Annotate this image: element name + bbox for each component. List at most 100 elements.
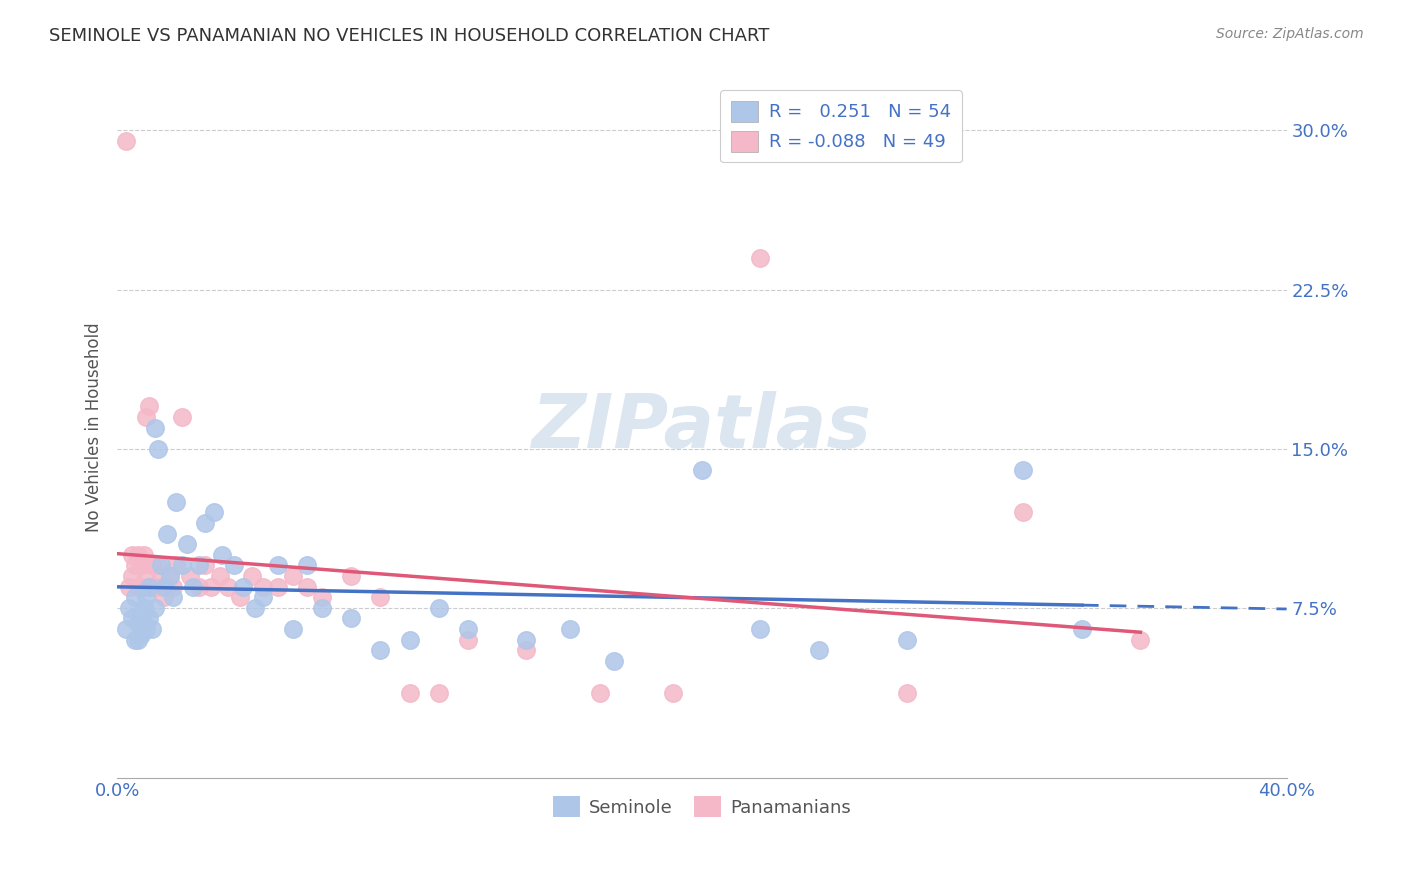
Point [661,686,683,700]
Point [153,591,176,605]
Point [603,654,626,668]
Point [146,442,169,456]
Point [252,580,274,594]
Point [156,526,179,541]
Point [159,569,181,583]
Point [232,580,254,594]
Point [129,607,152,622]
Point [141,622,163,636]
Point [135,622,157,636]
Point [340,569,363,583]
Point [115,134,138,148]
Point [132,615,155,630]
Point [138,399,160,413]
Point [165,558,187,573]
Point [427,686,450,700]
Point [135,569,157,583]
Point [127,548,149,562]
Point [170,409,193,424]
Point [457,632,479,647]
Point [162,591,184,605]
Point [129,628,152,642]
Point [807,643,830,657]
Point [202,505,225,519]
Point [224,558,246,573]
Point [515,643,537,657]
Point [368,643,391,657]
Point [560,622,582,636]
Point [281,569,304,583]
Point [240,569,263,583]
Point [398,686,420,700]
Point [135,409,157,424]
Point [243,600,266,615]
Point [896,686,918,700]
Point [427,600,450,615]
Point [129,558,152,573]
Point [252,591,274,605]
Point [121,611,143,625]
Point [127,580,149,594]
Point [121,569,143,583]
Point [217,580,239,594]
Point [159,569,181,583]
Legend: Seminole, Panamanians: Seminole, Panamanians [546,789,858,824]
Point [170,558,193,573]
Point [162,580,184,594]
Point [138,580,160,594]
Point [194,516,217,530]
Point [297,558,319,573]
Point [138,580,160,594]
Point [153,580,176,594]
Point [749,622,772,636]
Point [200,580,222,594]
Point [118,580,141,594]
Point [229,591,252,605]
Point [211,548,233,562]
Point [124,591,146,605]
Y-axis label: No Vehicles in Household: No Vehicles in Household [86,323,103,533]
Point [179,569,201,583]
Point [1129,632,1152,647]
Point [121,548,143,562]
Point [368,591,391,605]
Text: Source: ZipAtlas.com: Source: ZipAtlas.com [1216,27,1364,41]
Point [143,580,166,594]
Point [267,580,290,594]
Point [297,580,319,594]
Point [188,558,211,573]
Text: SEMINOLE VS PANAMANIAN NO VEHICLES IN HOUSEHOLD CORRELATION CHART: SEMINOLE VS PANAMANIAN NO VEHICLES IN HO… [49,27,769,45]
Point [143,420,166,434]
Text: ZIPatlas: ZIPatlas [531,391,872,464]
Point [690,463,713,477]
Point [127,632,149,647]
Point [311,591,333,605]
Point [138,611,160,625]
Point [176,537,198,551]
Point [143,600,166,615]
Point [1012,463,1035,477]
Point [311,600,333,615]
Point [150,569,173,583]
Point [118,600,141,615]
Point [188,580,211,594]
Point [181,580,204,594]
Point [146,558,169,573]
Point [340,611,363,625]
Point [132,548,155,562]
Point [457,622,479,636]
Point [749,251,772,265]
Point [281,622,304,636]
Point [150,558,173,573]
Point [267,558,290,573]
Point [208,569,231,583]
Point [398,632,420,647]
Point [156,580,179,594]
Point [135,591,157,605]
Point [124,632,146,647]
Point [129,580,152,594]
Point [127,615,149,630]
Point [194,558,217,573]
Point [132,600,155,615]
Point [515,632,537,647]
